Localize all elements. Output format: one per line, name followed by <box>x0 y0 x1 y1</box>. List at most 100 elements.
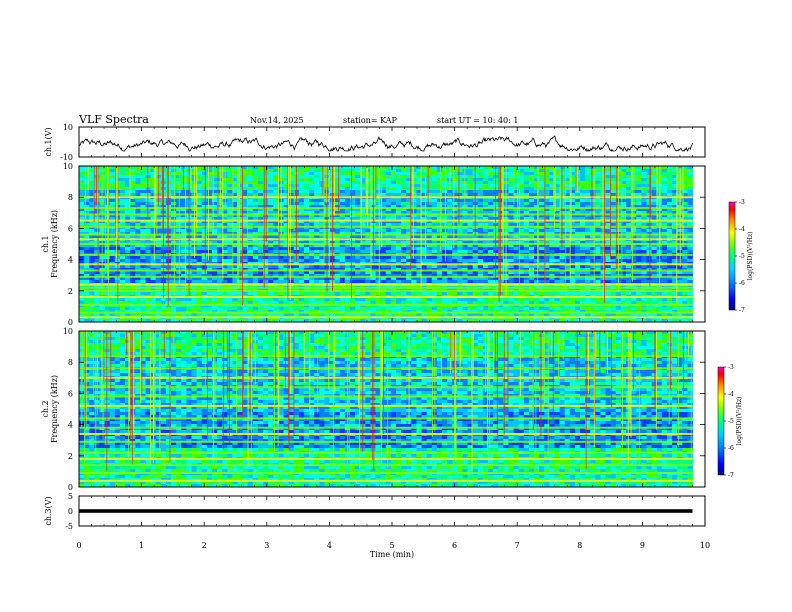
sferic-spike <box>351 166 352 299</box>
x-axis-ticks <box>78 127 706 526</box>
sferic-spike <box>366 166 368 215</box>
sferic-spike <box>129 166 131 207</box>
sferic-spike <box>288 166 289 255</box>
sferic-spike <box>649 166 651 287</box>
sferic-spike <box>630 166 632 252</box>
ch2-freq-label: Frequency (kHz) <box>50 375 59 443</box>
sferic-spike <box>420 166 422 195</box>
sferic-spike <box>274 331 276 396</box>
sferic-spike <box>370 166 372 277</box>
sferic-spike <box>532 331 534 420</box>
sferic-spike <box>185 166 186 293</box>
sferic-spike <box>621 166 623 279</box>
sferic-spike <box>173 166 175 298</box>
ch1-waveform-line <box>79 135 693 153</box>
sferic-spike <box>323 166 325 266</box>
ch2-colorbar-tick-label: -3 <box>728 364 734 371</box>
sferic-spike <box>293 166 295 232</box>
sferic-spike <box>373 166 375 261</box>
spectral-band-line <box>79 196 693 199</box>
sferic-spike <box>328 166 330 277</box>
spectral-band-line <box>79 417 693 420</box>
sferic-spike <box>228 331 230 443</box>
sferic-spike <box>227 331 229 401</box>
sferic-spike <box>561 166 563 249</box>
sferic-spike <box>101 166 103 302</box>
sferic-spike <box>688 331 689 357</box>
sferic-spike <box>242 166 243 306</box>
spectral-band-line <box>79 376 693 379</box>
sferic-spike <box>254 331 256 384</box>
sferic-spike <box>449 166 451 190</box>
sferic-spike <box>159 331 161 455</box>
sferic-spike <box>115 166 117 259</box>
sferic-spike <box>595 331 597 359</box>
spectral-band-line <box>79 316 693 319</box>
sferic-spike <box>656 166 658 226</box>
sferic-spike <box>464 166 466 208</box>
sferic-spike <box>503 331 505 435</box>
sferic-spike <box>194 166 195 258</box>
spectral-band-line <box>79 213 693 216</box>
ch2-spec-ytick-label: 6 <box>68 389 73 398</box>
sferic-spike <box>606 331 608 364</box>
spectral-band-line <box>79 386 693 389</box>
sferic-spike <box>618 166 619 292</box>
ch1-colorbar-tick-label: -7 <box>739 307 745 314</box>
sferic-spike <box>309 331 311 412</box>
sferic-spike <box>128 331 129 461</box>
sferic-spike <box>412 166 414 196</box>
ch1-freq-label: Frequency (kHz) <box>50 210 59 278</box>
spectral-band-line <box>79 275 693 278</box>
sferic-spike <box>110 331 112 393</box>
sferic-spike <box>97 166 99 236</box>
sferic-spike <box>274 331 275 453</box>
sferic-spike <box>587 331 589 394</box>
sferic-spike <box>250 331 252 454</box>
sferic-spike <box>317 331 319 414</box>
ch2-spectrogram-image <box>79 331 705 488</box>
ch2-spec-ytick-label: 2 <box>68 452 73 461</box>
sferic-spike <box>487 331 488 455</box>
sferic-spike <box>441 331 442 388</box>
sferic-spike <box>410 166 412 270</box>
ch3-ytick-top: 5 <box>68 492 73 501</box>
sferic-spike <box>163 166 164 298</box>
sferic-spike <box>188 166 190 296</box>
ch1-colorbar-tick-label: -3 <box>739 199 745 206</box>
sferic-spike <box>460 331 461 363</box>
sferic-spike <box>610 166 611 260</box>
sferic-spike <box>551 331 553 358</box>
sferic-spike <box>81 331 83 382</box>
sferic-spike <box>214 331 216 414</box>
sferic-spike <box>676 166 678 238</box>
ch1-ytick-bottom: -10 <box>60 153 73 162</box>
sferic-spike <box>453 166 455 248</box>
sferic-spike <box>683 331 684 395</box>
sferic-spike <box>593 331 595 447</box>
sferic-spike <box>518 166 520 304</box>
ch1-ylabel: ch.1(V) <box>44 127 53 156</box>
sferic-spike <box>498 166 500 303</box>
ch3-ylabel: ch.3(V) <box>44 496 53 525</box>
sferic-spike <box>278 331 280 425</box>
spectral-band-line <box>79 263 693 266</box>
spectral-band-line <box>79 207 693 210</box>
sferic-spike <box>471 331 472 398</box>
sferic-spike <box>296 166 297 262</box>
sferic-spike <box>141 331 143 396</box>
sferic-spike <box>575 166 577 192</box>
sferic-spike <box>117 166 118 240</box>
sferic-spike <box>593 166 595 284</box>
sferic-spike <box>129 331 130 422</box>
sferic-spike <box>487 331 489 387</box>
ch2-colorbar <box>717 366 725 476</box>
sferic-spike <box>616 166 618 269</box>
sferic-spike <box>222 331 224 449</box>
sferic-spike <box>547 331 549 457</box>
sferic-spike <box>607 331 608 374</box>
x-tick-label: 8 <box>577 541 582 550</box>
ch3-ytick-bottom: -5 <box>65 522 73 531</box>
sferic-spike <box>288 331 290 450</box>
ch1-ytick-top: 10 <box>63 123 73 132</box>
